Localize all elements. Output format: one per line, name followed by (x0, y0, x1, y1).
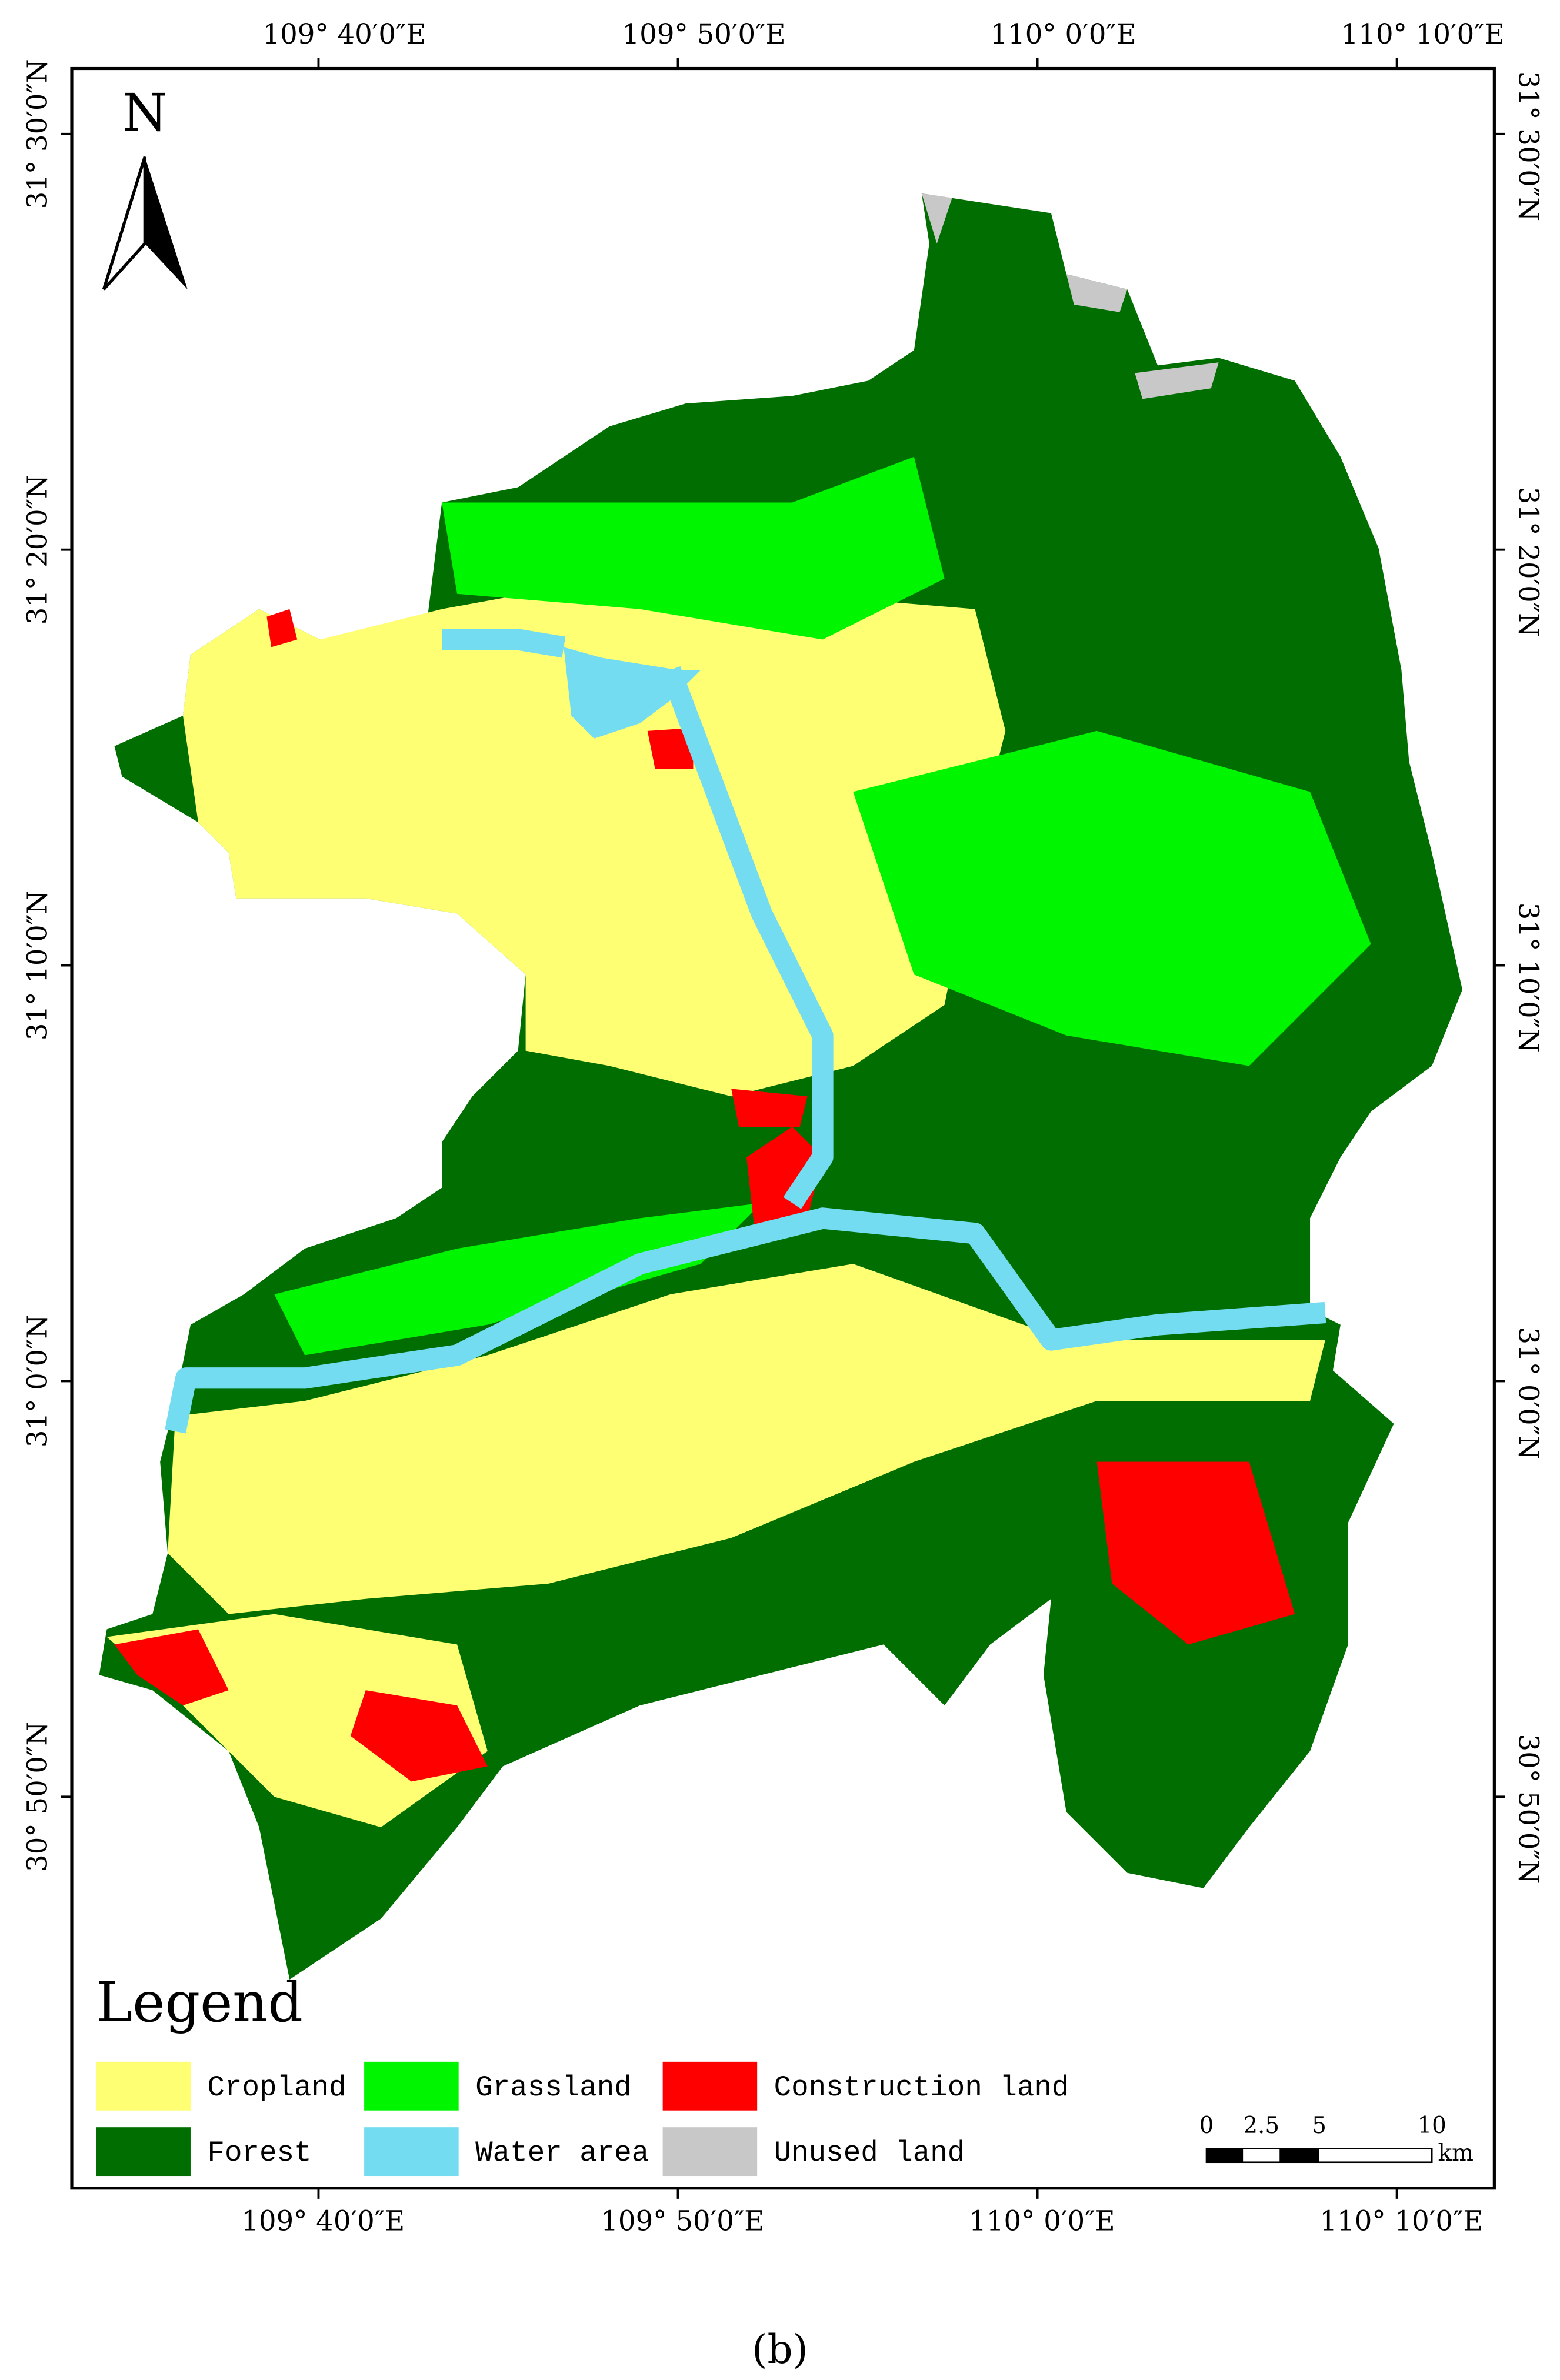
longitude-label: 110° 10′0″E (1341, 18, 1505, 50)
latitude-label: 30° 50′0″N (1513, 1734, 1545, 1884)
construction-patch (731, 1089, 808, 1127)
legend-label: Unused land (774, 2137, 965, 2169)
longitude-label: 109° 40′0″E (262, 18, 426, 50)
legend-label: Cropland (207, 2071, 346, 2104)
scale-label: 0 (1199, 2112, 1214, 2139)
river (165, 1207, 1326, 1434)
legend-swatch (364, 2127, 459, 2177)
legend-swatch (364, 2061, 459, 2111)
legend-swatch (96, 2127, 191, 2177)
legend-title: Legend (96, 1970, 303, 2034)
scale-label: 10 (1417, 2112, 1446, 2139)
longitude-label: 110° 0′0″E (990, 18, 1136, 50)
grassland-patch (853, 730, 1371, 1066)
longitude-label: 109° 50′0″E (622, 18, 786, 50)
longitude-label: 109° 40′0″E (241, 2205, 405, 2237)
latitude-label: 31° 30′0″N (1513, 71, 1545, 221)
river (442, 629, 566, 658)
scale-bar-segment (1206, 2148, 1244, 2162)
reservoir (564, 647, 701, 739)
caption: (b) (752, 2326, 808, 2372)
latitude-label: 31° 0′0″N (22, 1315, 54, 1447)
construction-patch (350, 1690, 488, 1782)
construction-patch (647, 727, 694, 769)
graticule-ticks: 109° 40′0″E 109° 40′0″E 109° 50′0″E 109° 50… (22, 18, 1545, 2237)
legend-swatch (662, 2127, 758, 2177)
north-label: N (122, 82, 168, 143)
legend: Cropland Grassland Construction land Forest… (96, 2061, 1069, 2177)
construction-patch (266, 609, 298, 647)
longitude-label: 109° 50′0″E (601, 2205, 764, 2237)
latitude-label: 31° 20′0″N (22, 475, 54, 625)
latitude-label: 31° 20′0″N (1513, 487, 1545, 637)
legend-label: Forest (207, 2137, 311, 2169)
longitude-label: 110° 10′0″E (1319, 2205, 1483, 2237)
unused-patch (921, 193, 952, 244)
legend-swatch (96, 2061, 191, 2111)
grassland-patch (274, 1203, 762, 1356)
scale-bar-segment (1279, 2148, 1319, 2162)
legend-swatch (662, 2061, 758, 2111)
latitude-label: 30° 50′0″N (22, 1722, 54, 1872)
latitude-label: 31° 10′0″N (22, 890, 54, 1040)
latitude-label: 31° 0′0″N (1513, 1327, 1545, 1459)
longitude-label: 110° 0′0″E (969, 2205, 1115, 2237)
land-use-map (99, 193, 1462, 1980)
latitude-label: 31° 10′0″N (1513, 903, 1545, 1053)
legend-label: Water area (475, 2137, 649, 2169)
map-frame (70, 66, 1496, 2190)
cropland-patch (168, 1264, 1325, 1614)
grassland-patch (442, 456, 945, 640)
unused-patch (1066, 274, 1128, 312)
legend-label: Construction land (774, 2071, 1069, 2104)
legend-label: Grassland (475, 2071, 632, 2104)
unused-patch (1135, 362, 1219, 399)
construction-patch (114, 1629, 229, 1705)
latitude-label: 31° 30′0″N (22, 59, 54, 209)
construction-patch (1096, 1461, 1295, 1645)
scale-label: 2.5 (1243, 2112, 1279, 2139)
scale-unit: km (1438, 2140, 1474, 2167)
river (660, 666, 834, 1209)
scale-label: 5 (1312, 2112, 1326, 2139)
